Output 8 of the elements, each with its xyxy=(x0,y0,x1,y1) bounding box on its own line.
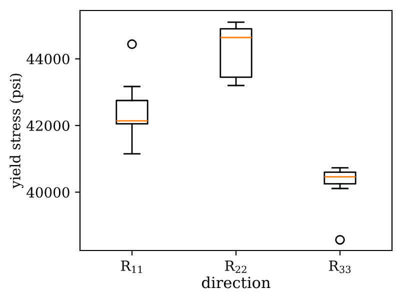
y-axis-title: yield stress (psi) xyxy=(10,74,24,188)
y-tick-label: 40000 xyxy=(26,187,70,198)
x-axis-title: direction xyxy=(202,276,270,288)
x-tick-label: R$_{11}$ xyxy=(121,260,142,273)
x-tick-label: R$_{22}$ xyxy=(225,260,246,273)
y-tick-label: 44000 xyxy=(26,54,70,64)
y-tick-label: 42000 xyxy=(26,120,70,131)
x-tick-label: R$_{33}$ xyxy=(329,260,351,274)
